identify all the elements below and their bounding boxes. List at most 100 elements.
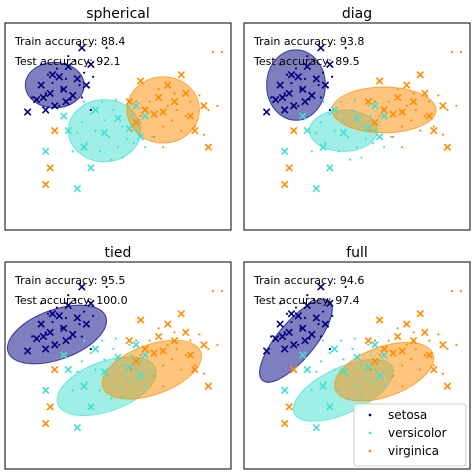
setosa-train-point: [83, 310, 86, 313]
virginica-test-point: [402, 320, 411, 328]
versicolor-train-point: [112, 108, 115, 112]
test-accuracy-label: Test accuracy: 97.4: [253, 294, 360, 307]
versicolor-train-point: [121, 364, 124, 367]
versicolor-train-point: [94, 368, 97, 371]
virginica-test-point: [416, 309, 425, 318]
versicolor-train-point: [116, 385, 120, 388]
axes-frame: [4, 22, 232, 231]
versicolor-train-point: [319, 360, 322, 363]
setosa-train-point: [80, 335, 83, 338]
setosa-train-point: [297, 343, 300, 346]
versicolor-test-point: [375, 372, 384, 380]
setosa-test-point: [303, 62, 312, 71]
versicolor-train-point: [128, 343, 131, 346]
versicolor-test-point: [100, 128, 109, 137]
versicolor-test-point: [87, 403, 95, 411]
setosa-train-point: [51, 320, 54, 324]
axes-frame: [243, 261, 471, 470]
virginica-train-point: [373, 100, 377, 103]
subplot-tied: tied Train accuracy: 95.5 Test accuracy: 1…: [4, 245, 232, 470]
versicolor-train-point: [76, 370, 79, 373]
versicolor-train-point: [144, 385, 147, 388]
setosa-train-point: [306, 294, 309, 297]
virginica-train-point: [153, 135, 156, 138]
versicolor-train-point: [107, 135, 111, 138]
versicolor-train-point: [144, 146, 147, 149]
virginica-train-point: [134, 100, 138, 103]
virginica-train-point: [401, 125, 404, 128]
virginica-train-point: [401, 364, 404, 367]
versicolor-train-point: [315, 131, 318, 134]
test-accuracy-label: Test accuracy: 92.1: [14, 55, 121, 68]
versicolor-train-point: [346, 374, 350, 377]
virginica-test-point: [159, 108, 167, 116]
versicolor-train-point: [346, 135, 350, 138]
setosa-train-point: [31, 335, 34, 338]
versicolor-train-point: [83, 100, 86, 103]
versicolor-test-point: [312, 423, 321, 432]
versicolor-test-point: [280, 147, 289, 156]
versicolor-train-point: [150, 374, 153, 377]
virginica-train-point: [198, 94, 201, 97]
versicolor-train-point: [315, 370, 318, 373]
versicolor-test-point: [380, 112, 388, 120]
virginica-test-point: [191, 365, 199, 374]
versicolor-train-point: [98, 150, 102, 153]
setosa-test-point: [321, 81, 330, 89]
virginica-train-point: [193, 125, 196, 128]
setosa-test-point: [62, 336, 70, 345]
axes-frame: [243, 22, 471, 231]
setosa-test-point: [87, 60, 95, 69]
versicolor-test-point: [371, 341, 379, 349]
virginica-train-point: [220, 289, 224, 293]
versicolor-train-point: [132, 141, 135, 145]
virginica-train-point: [441, 372, 444, 375]
virginica-train-point: [184, 115, 187, 118]
setosa-test-point: [46, 328, 54, 337]
setosa-train-point: [270, 96, 273, 99]
setosa-train-point: [344, 285, 347, 288]
virginica-test-point: [421, 328, 429, 337]
virginica-train-point: [171, 119, 174, 122]
versicolor-test-point: [380, 351, 388, 359]
setosa-test-point: [308, 330, 316, 339]
virginica-train-point: [373, 339, 377, 342]
versicolor-train-point: [139, 121, 142, 124]
versicolor-test-point: [64, 365, 73, 374]
setosa-train-point: [294, 306, 298, 309]
versicolor-test-point: [64, 126, 73, 135]
setosa-test-point: [48, 70, 57, 79]
virginica-train-point: [193, 364, 196, 367]
setosa-test-point: [285, 89, 293, 98]
versicolor-train-point: [116, 146, 120, 149]
virginica-train-point: [432, 125, 435, 128]
setosa-test-point: [39, 93, 48, 102]
setosa-test-point: [308, 91, 316, 100]
setosa-test-point: [262, 347, 271, 355]
setosa-train-point: [58, 104, 61, 107]
virginica-train-point: [392, 135, 395, 138]
virginica-train-point: [184, 354, 187, 357]
panel-title: diag: [342, 6, 372, 22]
setosa-train-point: [344, 46, 347, 49]
virginica-test-point: [46, 403, 54, 411]
versicolor-train-point: [355, 385, 359, 388]
setosa-test-point: [41, 345, 50, 353]
virginica-train-point: [153, 374, 156, 377]
setosa-test-point: [73, 314, 82, 322]
setosa-test-point: [41, 106, 50, 114]
setosa-test-point: [32, 95, 41, 104]
setosa-test-point: [62, 97, 70, 106]
versicolor-train-point: [103, 119, 106, 122]
versicolor-train-point: [337, 389, 341, 392]
virginica-test-point: [204, 382, 213, 390]
setosa-test-point: [317, 283, 325, 291]
versicolor-test-point: [353, 353, 361, 361]
virginica-test-point: [150, 349, 158, 357]
virginica-train-point: [428, 339, 431, 342]
virginica-train-point: [459, 50, 463, 54]
setosa-test-point: [32, 334, 41, 343]
virginica-test-point: [159, 347, 167, 355]
virginica-train-point: [396, 327, 399, 330]
